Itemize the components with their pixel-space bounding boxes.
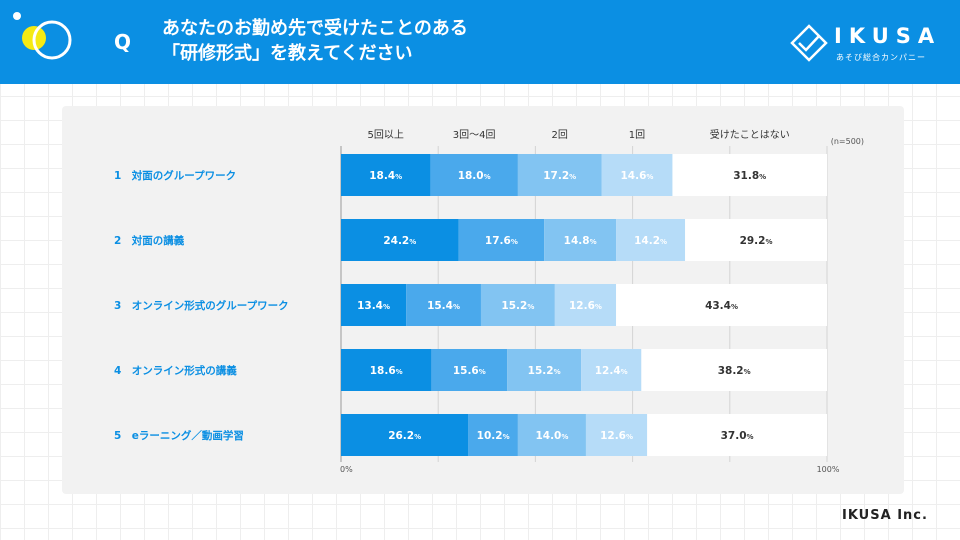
data-label-5-5: 37.0% xyxy=(721,430,754,442)
bar-segment-5-2 xyxy=(468,414,518,456)
title-line-1: あなたのお勤め先で受けたことのある xyxy=(162,18,468,39)
category-label-3: 3 オンライン形式のグループワーク xyxy=(114,299,289,312)
page-title: あなたのお勤め先で受けたことのある 「研修形式」を教えてください xyxy=(162,16,468,66)
category-label-2: 2 対面の講義 xyxy=(114,234,185,247)
header-bar: Q あなたのお勤め先で受けたことのある 「研修形式」を教えてください IKUSA… xyxy=(0,0,960,84)
x-tick-label-0: 0% xyxy=(340,465,353,474)
data-label-4-4: 12.4% xyxy=(595,365,628,377)
data-label-1-1: 18.4% xyxy=(369,170,402,182)
bar-segment-3-3 xyxy=(480,284,555,326)
legend-label-4: 受けたことはない xyxy=(710,129,790,141)
logo-mark-icon xyxy=(790,24,828,62)
bar-segment-5-5 xyxy=(647,414,827,456)
bar-segment-1-4 xyxy=(601,154,673,196)
data-label-1-4: 14.6% xyxy=(621,170,654,182)
bar-segment-1-2 xyxy=(430,154,518,196)
legend-label-1: 3回〜4回 xyxy=(453,129,496,141)
bar-segment-4-5 xyxy=(641,349,827,391)
data-label-5-3: 14.0% xyxy=(535,430,568,442)
data-label-1-2: 18.0% xyxy=(458,170,491,182)
bar-segment-4-1 xyxy=(341,349,432,391)
data-label-3-2: 15.4% xyxy=(427,300,460,312)
legend-label-2: 2回 xyxy=(552,129,568,141)
data-label-4-3: 15.2% xyxy=(528,365,561,377)
bar-segment-4-3 xyxy=(507,349,582,391)
category-label-5: 5 eラーニング／動画学習 xyxy=(114,429,244,442)
data-label-3-3: 15.2% xyxy=(501,300,534,312)
decorative-circles-icon xyxy=(13,12,72,60)
data-label-2-5: 29.2% xyxy=(740,235,773,247)
legend-label-0: 5回以上 xyxy=(368,129,404,141)
footer-company: IKUSA Inc. xyxy=(842,508,928,523)
ikusa-logo: IKUSA あそび総合カンパニー xyxy=(790,22,934,66)
data-label-2-3: 14.8% xyxy=(564,235,597,247)
bar-segment-3-5 xyxy=(616,284,827,326)
data-label-5-1: 26.2% xyxy=(388,430,421,442)
bar-segment-2-1 xyxy=(341,219,459,261)
data-label-1-3: 17.2% xyxy=(543,170,576,182)
bar-segment-3-2 xyxy=(406,284,481,326)
category-label-4: 4 オンライン形式の講義 xyxy=(114,364,237,377)
bar-segment-3-1 xyxy=(341,284,407,326)
bar-segment-4-2 xyxy=(431,349,508,391)
data-label-1-5: 31.8% xyxy=(733,170,766,182)
data-label-2-2: 17.6% xyxy=(485,235,518,247)
data-label-4-1: 18.6% xyxy=(370,365,403,377)
legend-label-3: 1回 xyxy=(629,129,645,141)
data-label-4-5: 38.2% xyxy=(718,365,751,377)
bar-segment-5-4 xyxy=(585,414,648,456)
data-label-2-1: 24.2% xyxy=(383,235,416,247)
bar-segment-5-1 xyxy=(341,414,469,456)
data-label-3-4: 12.6% xyxy=(569,300,602,312)
data-label-5-4: 12.6% xyxy=(600,430,633,442)
bar-segment-1-1 xyxy=(341,154,431,196)
bar-segment-2-5 xyxy=(685,219,827,261)
sample-size-label: (n=500) xyxy=(831,137,864,146)
bar-segment-1-3 xyxy=(517,154,602,196)
logo-text: IKUSA xyxy=(834,24,942,48)
logo-subtitle: あそび総合カンパニー xyxy=(836,53,926,62)
bar-segment-1-5 xyxy=(672,154,827,196)
bar-segment-5-3 xyxy=(517,414,586,456)
chart-panel: (n=500) 0% 100% 5回以上 3回〜4回 2回 1回 受けたことはない 1 対… xyxy=(62,106,904,494)
stacked-bar-chart: (n=500) 0% 100% 5回以上 3回〜4回 2回 1回 受けたことはない 1 対… xyxy=(114,129,864,474)
bar-segment-4-4 xyxy=(581,349,642,391)
bar-segment-2-4 xyxy=(616,219,686,261)
bar-segment-2-2 xyxy=(458,219,545,261)
data-label-2-4: 14.2% xyxy=(634,235,667,247)
x-tick-label-100: 100% xyxy=(817,465,840,474)
data-label-3-5: 43.4% xyxy=(705,300,738,312)
data-label-4-2: 15.6% xyxy=(453,365,486,377)
title-line-2: 「研修形式」を教えてください xyxy=(162,43,413,64)
question-mark-label: Q xyxy=(114,30,132,54)
category-label-1: 1 対面のグループワーク xyxy=(114,169,236,182)
data-label-3-1: 13.4% xyxy=(357,300,390,312)
bar-segment-3-4 xyxy=(554,284,617,326)
data-label-5-2: 10.2% xyxy=(477,430,510,442)
bar-segment-2-3 xyxy=(544,219,617,261)
